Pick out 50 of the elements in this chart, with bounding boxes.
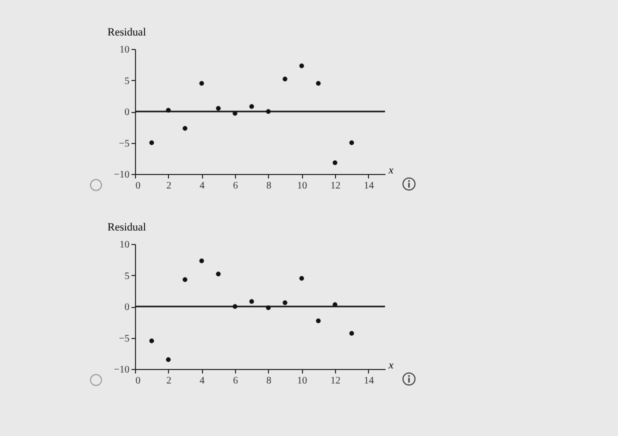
y-tick-label: 5: [124, 76, 130, 87]
point: [349, 140, 354, 146]
point: [182, 126, 188, 131]
y-tick-label: 0: [124, 107, 130, 118]
point: [182, 277, 188, 282]
y-tick-label: 0: [124, 302, 130, 313]
x-tick-label: 2: [166, 376, 172, 386]
point: [216, 106, 221, 111]
point: [282, 300, 288, 306]
point: [199, 258, 204, 264]
point: [216, 272, 221, 276]
y-tick-label: −5: [118, 138, 130, 150]
point: [299, 276, 304, 281]
x-tick-label: 8: [266, 180, 272, 192]
x-tick-label: 14: [364, 376, 374, 386]
x-tick-label: 2: [166, 180, 172, 192]
x-tick-label: 14: [364, 180, 374, 192]
x-tick-label: 8: [266, 376, 272, 386]
point: [282, 76, 288, 82]
y-tick-label: 5: [124, 270, 130, 282]
y-tick-label: −10: [114, 364, 130, 376]
point: [349, 331, 354, 336]
x-tick-label: 12: [330, 180, 340, 192]
point: [199, 81, 204, 86]
point: [299, 64, 304, 68]
point: [332, 160, 338, 166]
y-tick-label: 10: [120, 240, 130, 250]
y-tick-label: −10: [114, 170, 130, 180]
x-tick-label: 6: [233, 180, 238, 192]
point: [316, 318, 321, 324]
x-tick-label: 0: [136, 180, 140, 192]
x-tick-label: 4: [200, 376, 205, 386]
point: [149, 338, 154, 344]
y-axis-title: Residual: [108, 26, 146, 38]
point: [249, 299, 254, 304]
x-axis-title: x: [388, 360, 394, 372]
point: [166, 357, 171, 362]
x-tick-label: 12: [330, 376, 340, 386]
x-tick-label: 4: [200, 180, 205, 192]
y-axis-title: Residual: [108, 222, 146, 234]
x-tick-label: 0: [136, 376, 140, 386]
point: [149, 140, 154, 146]
point: [249, 104, 254, 109]
y-tick-label: 10: [120, 44, 130, 56]
x-axis-title: x: [388, 164, 394, 176]
y-tick-label: −5: [118, 333, 130, 344]
x-tick-label: 10: [297, 180, 308, 192]
x-tick-label: 6: [233, 376, 238, 386]
point: [316, 81, 321, 86]
x-tick-label: 10: [297, 376, 308, 386]
